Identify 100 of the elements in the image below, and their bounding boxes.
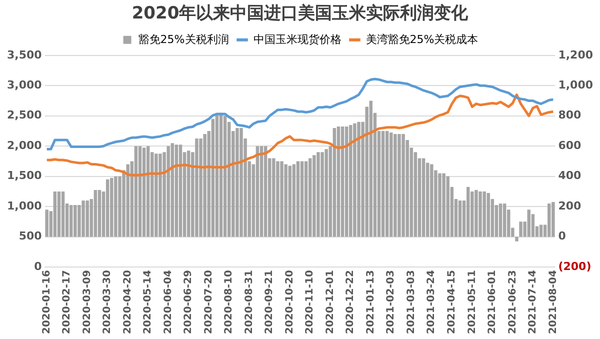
x-tick-label: 2021-06-23: [507, 270, 518, 334]
bar: [292, 164, 296, 237]
x-tick-label: 2020-03-30: [102, 270, 114, 334]
x-tick-label: 2021-02-03: [386, 270, 397, 334]
bar: [498, 204, 502, 237]
x-tick-label: 2021-01-13: [365, 270, 376, 334]
bar: [82, 200, 85, 237]
y2-tick-label: 0: [558, 230, 566, 243]
bar: [195, 138, 198, 237]
bar: [284, 164, 288, 237]
chart-title: 2020年以来中国进口美国玉米实际利润变化: [132, 4, 470, 24]
x-tick-label: 2021-08-04: [548, 270, 559, 334]
bar: [154, 154, 158, 237]
bar: [211, 118, 215, 237]
x-tick-label: 2020-11-10: [304, 270, 316, 334]
bar: [203, 134, 206, 237]
y-tick-label: 1,500: [6, 169, 42, 182]
bar: [264, 146, 268, 237]
x-tick-label: 2021-03-03: [406, 270, 417, 334]
bar: [336, 126, 340, 237]
x-tick-label: 2020-08-10: [224, 270, 235, 334]
bar: [422, 158, 426, 237]
bar: [280, 161, 284, 237]
y2-tick-label: 200: [558, 199, 582, 212]
x-tick-label: 2020-03-09: [82, 270, 93, 334]
bar: [470, 191, 474, 237]
bar: [398, 134, 401, 237]
x-tick-label: 2021-04-15: [446, 270, 458, 334]
bar: [552, 202, 555, 237]
y-tick-label: 500: [18, 230, 42, 243]
x-tick-label: 2020-02-17: [62, 270, 73, 334]
bar: [515, 236, 518, 242]
x-tick-label: 2021-03-24: [426, 270, 438, 334]
bar: [369, 100, 373, 237]
bar: [324, 149, 328, 237]
bar: [332, 128, 336, 237]
bar: [94, 190, 98, 237]
bar: [474, 190, 478, 237]
bar: [45, 210, 48, 237]
bar: [548, 204, 551, 237]
bar: [260, 146, 264, 237]
bar: [178, 144, 182, 237]
y-tick-label: 1,000: [6, 199, 42, 212]
bar: [61, 191, 65, 237]
bar: [502, 204, 506, 237]
y-tick-label: 0: [34, 260, 42, 273]
x-tick-label: 2020-09-21: [264, 270, 276, 334]
bar: [106, 179, 110, 237]
bar: [166, 146, 170, 237]
legend-label: 豁免25%关税利润: [138, 32, 229, 46]
y2-tick-label: 400: [558, 169, 582, 182]
x-tick-label: 2020-01-16: [41, 270, 52, 334]
bar: [394, 134, 397, 237]
x-tick-label: 2020-12-22: [345, 270, 356, 334]
x-tick-label: 2020-12-01: [324, 270, 336, 334]
bar: [340, 126, 344, 237]
bar: [486, 192, 490, 237]
bar: [466, 186, 470, 237]
bar: [349, 124, 352, 237]
bar: [142, 148, 146, 237]
bar: [344, 126, 348, 237]
bar: [236, 128, 239, 237]
bar: [312, 155, 316, 237]
bar: [519, 222, 522, 237]
bar: [158, 154, 162, 237]
y2-tick-label: (200): [558, 260, 592, 273]
legend-label: 美湾豁免25%关税成本: [366, 32, 478, 46]
bar: [70, 205, 73, 237]
bar: [138, 146, 142, 237]
x-tick-label: 2020-05-14: [142, 270, 154, 334]
bar: [272, 158, 276, 237]
bar: [478, 191, 482, 237]
x-tick-label: 2021-07-14: [528, 270, 539, 334]
x-tick-label: 2020-10-20: [284, 270, 296, 334]
bar: [110, 178, 114, 237]
bar: [256, 146, 260, 237]
bar: [353, 123, 356, 237]
bar: [288, 166, 292, 237]
y2-tick-label: 600: [558, 138, 582, 152]
bar: [57, 191, 61, 237]
bar: [223, 116, 227, 237]
bar: [442, 173, 446, 237]
x-tick-label: 2020-06-04: [162, 270, 174, 334]
x-tick-label: 2020-06-29: [183, 270, 194, 334]
bar: [381, 130, 385, 237]
bar: [316, 152, 320, 237]
bar: [385, 130, 389, 237]
bar: [446, 176, 450, 237]
bar: [402, 134, 405, 237]
bar: [430, 164, 434, 237]
y-tick-label: 2,500: [6, 108, 42, 122]
x-tick-label: 2021-06-01: [487, 270, 498, 334]
bar: [482, 191, 486, 237]
bar: [527, 210, 530, 237]
bar: [53, 191, 57, 237]
y-tick-label: 3,000: [6, 78, 42, 92]
bar: [126, 164, 130, 237]
bar: [174, 144, 178, 237]
bar: [390, 132, 393, 237]
y2-tick-label: 800: [558, 108, 582, 122]
